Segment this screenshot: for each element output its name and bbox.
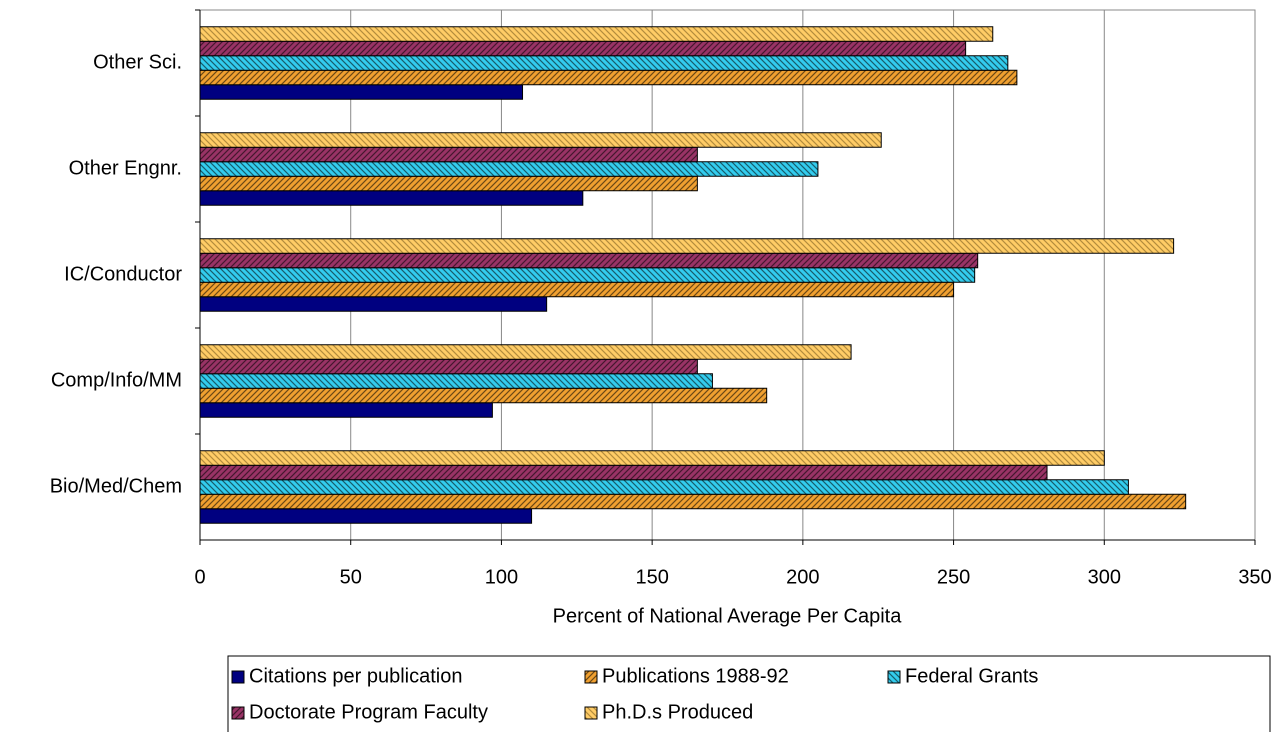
bar: [199, 373, 713, 389]
x-tick-label: 0: [194, 566, 205, 588]
bar: [199, 190, 584, 206]
x-tick-label: 50: [340, 566, 362, 588]
bar: [199, 267, 976, 283]
x-tick-label: 150: [635, 566, 668, 588]
bar: [199, 161, 819, 177]
bar: [199, 479, 1129, 495]
bar: [199, 84, 524, 100]
bar: [199, 175, 698, 192]
bar: [199, 252, 979, 269]
legend-swatch: [584, 706, 598, 720]
legend: [227, 655, 1271, 732]
bar: [199, 387, 768, 404]
y-tick-label: Comp/Info/MM: [51, 369, 182, 391]
y-tick-label: IC/Conductor: [64, 263, 182, 285]
legend-swatch: [231, 670, 245, 684]
bar: [199, 69, 1018, 86]
x-tick-label: 250: [937, 566, 970, 588]
bar: [199, 238, 1175, 254]
bar: [199, 358, 698, 375]
bar: [199, 296, 548, 312]
bar: [199, 402, 493, 418]
legend-label: Publications 1988-92: [602, 665, 789, 687]
y-tick-label: Other Engnr.: [69, 157, 182, 179]
bar: [199, 450, 1105, 466]
bar: [199, 55, 1009, 71]
x-tick-label: 100: [485, 566, 518, 588]
bar: [199, 344, 852, 360]
x-tick-label: 350: [1238, 566, 1271, 588]
bar: [199, 26, 994, 42]
legend-swatch: [231, 706, 245, 720]
bar: [199, 493, 1187, 510]
bar: [199, 40, 967, 57]
bar: [199, 508, 533, 524]
legend-swatch: [584, 670, 598, 684]
x-tick-label: 300: [1088, 566, 1121, 588]
legend-label: Federal Grants: [905, 665, 1038, 687]
x-axis-title: Percent of National Average Per Capita: [553, 605, 903, 627]
legend-label: Doctorate Program Faculty: [249, 701, 488, 723]
y-tick-label: Bio/Med/Chem: [50, 475, 182, 497]
x-tick-label: 200: [786, 566, 819, 588]
bar: [199, 132, 882, 148]
bar: [199, 464, 1048, 481]
legend-label: Citations per publication: [249, 665, 462, 687]
legend-label: Ph.D.s Produced: [602, 701, 753, 723]
bar: [199, 146, 698, 163]
legend-swatch: [887, 670, 901, 684]
bar: [199, 281, 955, 298]
y-tick-label: Other Sci.: [93, 51, 182, 73]
